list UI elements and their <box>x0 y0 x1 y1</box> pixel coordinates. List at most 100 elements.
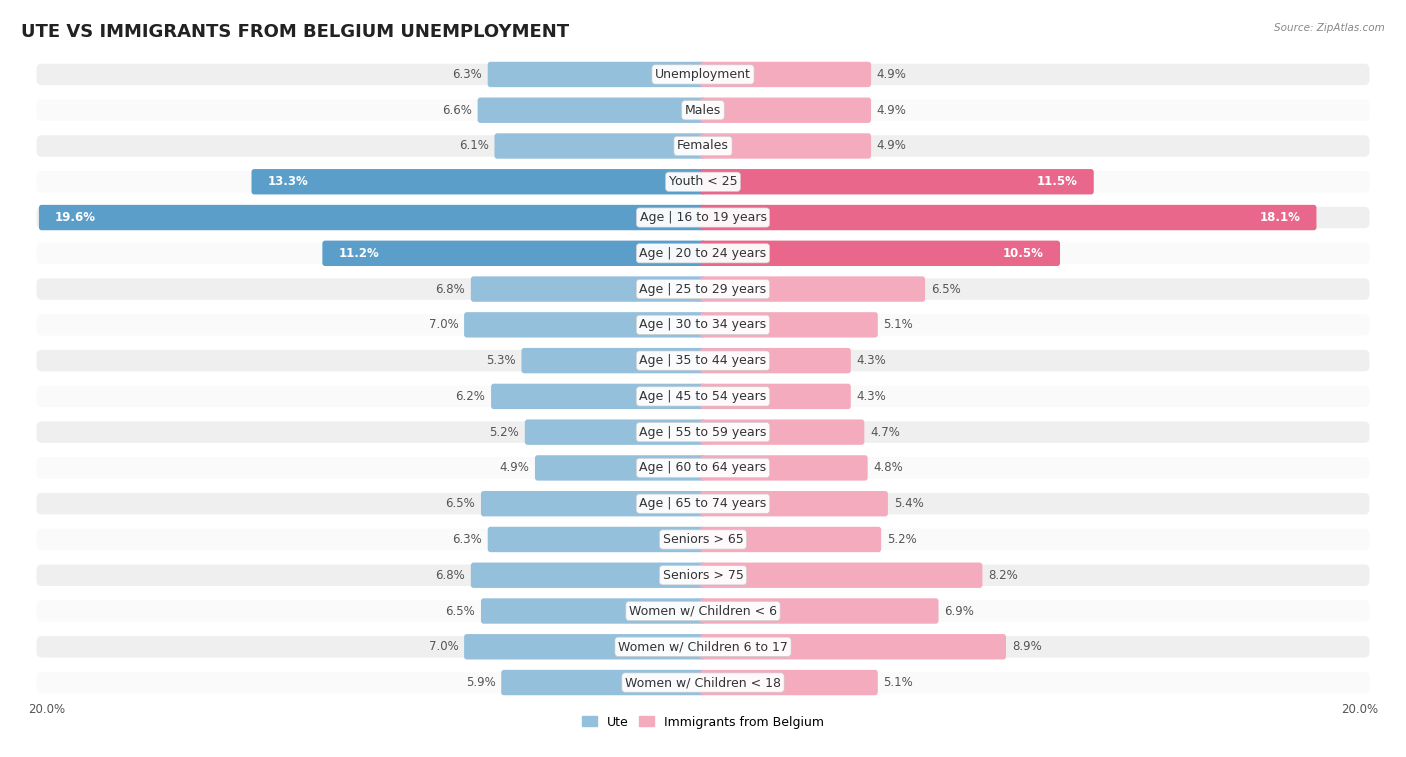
Text: 5.1%: 5.1% <box>883 319 914 332</box>
FancyBboxPatch shape <box>322 241 706 266</box>
Text: 6.3%: 6.3% <box>453 68 482 81</box>
Text: Age | 65 to 74 years: Age | 65 to 74 years <box>640 497 766 510</box>
Text: Seniors > 75: Seniors > 75 <box>662 569 744 581</box>
Text: 20.0%: 20.0% <box>28 703 65 716</box>
Text: 8.2%: 8.2% <box>988 569 1018 581</box>
FancyBboxPatch shape <box>488 527 706 552</box>
Text: Females: Females <box>678 139 728 152</box>
Legend: Ute, Immigrants from Belgium: Ute, Immigrants from Belgium <box>576 711 830 734</box>
FancyBboxPatch shape <box>700 562 983 588</box>
FancyBboxPatch shape <box>37 565 1369 586</box>
FancyBboxPatch shape <box>700 241 1060 266</box>
FancyBboxPatch shape <box>700 98 872 123</box>
FancyBboxPatch shape <box>700 491 889 516</box>
Text: Age | 30 to 34 years: Age | 30 to 34 years <box>640 319 766 332</box>
Text: Women w/ Children < 18: Women w/ Children < 18 <box>626 676 780 689</box>
Text: 5.2%: 5.2% <box>887 533 917 546</box>
Text: 4.9%: 4.9% <box>877 104 907 117</box>
FancyBboxPatch shape <box>37 242 1369 264</box>
Text: 6.5%: 6.5% <box>446 497 475 510</box>
Text: Source: ZipAtlas.com: Source: ZipAtlas.com <box>1274 23 1385 33</box>
FancyBboxPatch shape <box>37 493 1369 515</box>
Text: 4.3%: 4.3% <box>856 354 886 367</box>
FancyBboxPatch shape <box>37 136 1369 157</box>
Text: 4.9%: 4.9% <box>877 68 907 81</box>
Text: 5.4%: 5.4% <box>894 497 924 510</box>
FancyBboxPatch shape <box>471 276 706 302</box>
FancyBboxPatch shape <box>700 169 1094 195</box>
Text: 10.5%: 10.5% <box>1002 247 1043 260</box>
FancyBboxPatch shape <box>700 205 1316 230</box>
FancyBboxPatch shape <box>464 312 706 338</box>
FancyBboxPatch shape <box>700 133 872 159</box>
Text: 4.9%: 4.9% <box>877 139 907 152</box>
FancyBboxPatch shape <box>37 457 1369 478</box>
FancyBboxPatch shape <box>37 422 1369 443</box>
Text: 6.1%: 6.1% <box>458 139 489 152</box>
Text: 5.1%: 5.1% <box>883 676 914 689</box>
FancyBboxPatch shape <box>37 528 1369 550</box>
FancyBboxPatch shape <box>534 455 706 481</box>
Text: 19.6%: 19.6% <box>55 211 96 224</box>
FancyBboxPatch shape <box>700 455 868 481</box>
Text: 6.2%: 6.2% <box>456 390 485 403</box>
Text: Males: Males <box>685 104 721 117</box>
FancyBboxPatch shape <box>700 634 1007 659</box>
Text: 20.0%: 20.0% <box>1341 703 1378 716</box>
Text: 6.9%: 6.9% <box>945 605 974 618</box>
FancyBboxPatch shape <box>700 670 877 695</box>
FancyBboxPatch shape <box>37 671 1369 693</box>
Text: Age | 25 to 29 years: Age | 25 to 29 years <box>640 282 766 295</box>
FancyBboxPatch shape <box>700 384 851 409</box>
Text: Age | 35 to 44 years: Age | 35 to 44 years <box>640 354 766 367</box>
FancyBboxPatch shape <box>522 348 706 373</box>
Text: 4.9%: 4.9% <box>499 462 529 475</box>
FancyBboxPatch shape <box>700 419 865 445</box>
Text: UTE VS IMMIGRANTS FROM BELGIUM UNEMPLOYMENT: UTE VS IMMIGRANTS FROM BELGIUM UNEMPLOYM… <box>21 23 569 41</box>
FancyBboxPatch shape <box>37 314 1369 335</box>
FancyBboxPatch shape <box>37 207 1369 229</box>
Text: 5.9%: 5.9% <box>465 676 495 689</box>
FancyBboxPatch shape <box>37 99 1369 121</box>
Text: 7.0%: 7.0% <box>429 319 458 332</box>
FancyBboxPatch shape <box>524 419 706 445</box>
FancyBboxPatch shape <box>471 562 706 588</box>
Text: 11.5%: 11.5% <box>1036 176 1077 188</box>
FancyBboxPatch shape <box>700 276 925 302</box>
Text: 11.2%: 11.2% <box>339 247 380 260</box>
Text: Youth < 25: Youth < 25 <box>669 176 737 188</box>
FancyBboxPatch shape <box>700 527 882 552</box>
Text: 7.0%: 7.0% <box>429 640 458 653</box>
FancyBboxPatch shape <box>700 312 877 338</box>
FancyBboxPatch shape <box>501 670 706 695</box>
FancyBboxPatch shape <box>252 169 706 195</box>
FancyBboxPatch shape <box>481 491 706 516</box>
FancyBboxPatch shape <box>37 636 1369 658</box>
Text: 5.2%: 5.2% <box>489 425 519 438</box>
FancyBboxPatch shape <box>464 634 706 659</box>
FancyBboxPatch shape <box>700 348 851 373</box>
Text: 6.5%: 6.5% <box>931 282 960 295</box>
Text: Age | 20 to 24 years: Age | 20 to 24 years <box>640 247 766 260</box>
Text: 18.1%: 18.1% <box>1260 211 1301 224</box>
FancyBboxPatch shape <box>478 98 706 123</box>
Text: 6.8%: 6.8% <box>436 569 465 581</box>
Text: Age | 16 to 19 years: Age | 16 to 19 years <box>640 211 766 224</box>
Text: 4.7%: 4.7% <box>870 425 900 438</box>
FancyBboxPatch shape <box>37 350 1369 372</box>
Text: 5.3%: 5.3% <box>486 354 516 367</box>
Text: 6.5%: 6.5% <box>446 605 475 618</box>
FancyBboxPatch shape <box>37 171 1369 192</box>
FancyBboxPatch shape <box>39 205 706 230</box>
FancyBboxPatch shape <box>700 62 872 87</box>
Text: 6.8%: 6.8% <box>436 282 465 295</box>
FancyBboxPatch shape <box>481 598 706 624</box>
Text: 6.6%: 6.6% <box>441 104 472 117</box>
FancyBboxPatch shape <box>488 62 706 87</box>
FancyBboxPatch shape <box>491 384 706 409</box>
Text: Age | 45 to 54 years: Age | 45 to 54 years <box>640 390 766 403</box>
FancyBboxPatch shape <box>37 600 1369 621</box>
Text: 4.3%: 4.3% <box>856 390 886 403</box>
Text: Age | 55 to 59 years: Age | 55 to 59 years <box>640 425 766 438</box>
Text: Women w/ Children < 6: Women w/ Children < 6 <box>628 605 778 618</box>
